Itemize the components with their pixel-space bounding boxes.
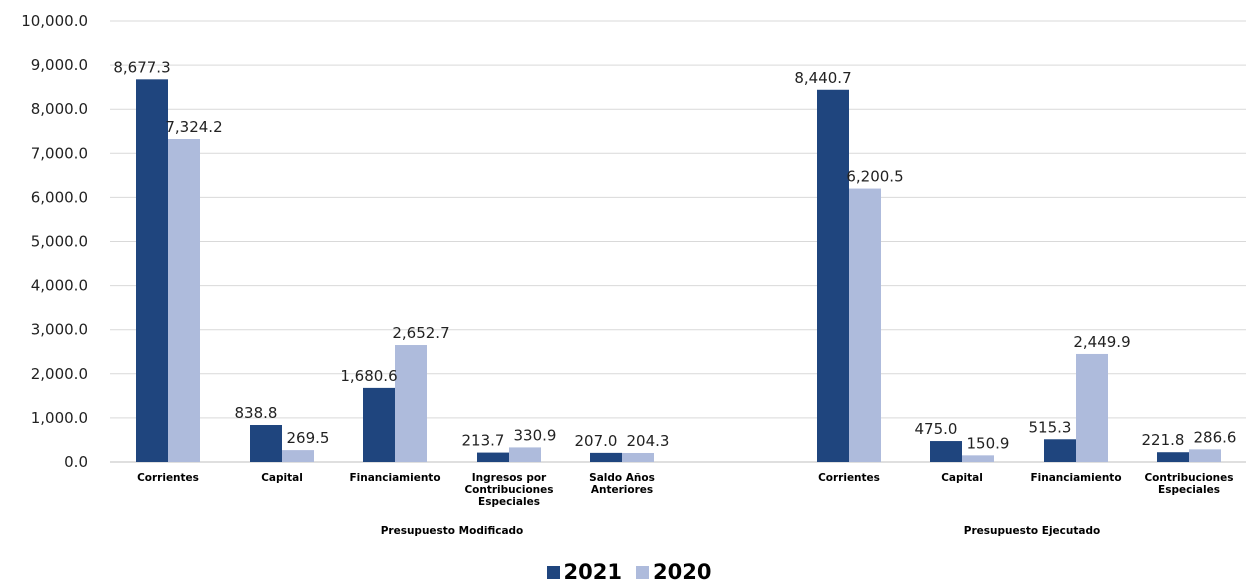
bar-2020 bbox=[395, 345, 427, 462]
y-tick-label: 10,000.0 bbox=[21, 12, 88, 30]
bar-chart: 0.0 1,000.0 2,000.0 3,000.0 4,000.0 5,000.0 6,… bbox=[21, 12, 1246, 537]
data-label-2021: 475.0 bbox=[915, 420, 958, 438]
data-labels: 8,677.3 7,324.2 838.8 269.5 1,680.6 2,652.7 21… bbox=[113, 58, 1236, 452]
data-label-2021: 838.8 bbox=[235, 404, 278, 422]
bar-2020 bbox=[1189, 449, 1221, 462]
y-axis-ticks: 0.0 1,000.0 2,000.0 3,000.0 4,000.0 5,000.0 6,… bbox=[21, 12, 88, 471]
y-tick-label: 1,000.0 bbox=[31, 409, 88, 427]
y-tick-label: 0.0 bbox=[64, 453, 88, 471]
bar-2020 bbox=[962, 455, 994, 462]
data-label-2021: 8,440.7 bbox=[794, 69, 851, 87]
y-tick-label: 9,000.0 bbox=[31, 56, 88, 74]
bar-2020 bbox=[282, 450, 314, 462]
data-label-2020: 2,652.7 bbox=[392, 324, 449, 342]
data-label-2020: 6,200.5 bbox=[846, 168, 903, 186]
bars bbox=[136, 79, 1221, 463]
y-tick-label: 6,000.0 bbox=[31, 188, 88, 206]
y-tick-label: 2,000.0 bbox=[31, 365, 88, 383]
bar-2021 bbox=[930, 441, 962, 462]
legend-item-2021: 2021 bbox=[546, 559, 622, 584]
category-label: Contribuciones Especiales bbox=[1144, 472, 1233, 496]
data-label-2020: 330.9 bbox=[514, 426, 557, 444]
data-label-2021: 213.7 bbox=[462, 432, 505, 450]
data-label-2021: 207.0 bbox=[575, 432, 618, 450]
legend-label-2021: 2021 bbox=[563, 559, 622, 584]
legend-swatch-2020 bbox=[636, 565, 649, 579]
data-label-2021: 221.8 bbox=[1142, 431, 1185, 449]
y-tick-label: 5,000.0 bbox=[31, 233, 88, 251]
data-label-2020: 204.3 bbox=[627, 432, 670, 450]
category-label: Saldo Años Anteriores bbox=[589, 472, 655, 496]
y-tick-label: 3,000.0 bbox=[31, 321, 88, 339]
y-tick-label: 4,000.0 bbox=[31, 277, 88, 295]
category-labels: Corrientes Capital Financiamiento Ingresos … bbox=[137, 472, 1233, 508]
bar-2020 bbox=[622, 452, 654, 462]
bar-2021 bbox=[363, 387, 395, 462]
gridlines bbox=[110, 20, 1246, 463]
bar-2021 bbox=[1044, 439, 1076, 462]
category-label: Financiamiento bbox=[1030, 472, 1121, 484]
category-label: Capital bbox=[941, 472, 983, 484]
group-label: Presupuesto Ejecutado bbox=[964, 525, 1100, 537]
bar-2021 bbox=[136, 79, 168, 463]
bar-2021 bbox=[477, 452, 509, 462]
legend-item-2020: 2020 bbox=[636, 559, 712, 584]
data-label-2020: 269.5 bbox=[287, 429, 330, 447]
data-label-2021: 515.3 bbox=[1029, 418, 1072, 436]
category-label: Corrientes bbox=[137, 472, 199, 484]
bar-2020 bbox=[849, 188, 881, 462]
bar-2021 bbox=[1157, 452, 1189, 462]
bar-2020 bbox=[168, 139, 200, 462]
category-label: Ingresos por Contribuciones Especiales bbox=[464, 472, 553, 508]
legend: 2021 2020 bbox=[0, 558, 1258, 586]
data-label-2020: 150.9 bbox=[967, 434, 1010, 452]
data-label-2020: 2,449.9 bbox=[1073, 333, 1130, 351]
data-label-2020: 286.6 bbox=[1194, 428, 1237, 446]
bar-2020 bbox=[1076, 353, 1108, 462]
data-label-2020: 7,324.2 bbox=[165, 118, 222, 136]
bar-2021 bbox=[590, 452, 622, 462]
group-label: Presupuesto Modificado bbox=[381, 525, 524, 537]
bar-2021 bbox=[817, 89, 849, 462]
group-labels: Presupuesto Modificado Presupuesto Ejecut… bbox=[381, 525, 1100, 537]
category-label: Capital bbox=[261, 472, 303, 484]
data-label-2021: 1,680.6 bbox=[340, 367, 397, 385]
y-tick-label: 7,000.0 bbox=[31, 144, 88, 162]
category-label: Corrientes bbox=[818, 472, 880, 484]
legend-label-2020: 2020 bbox=[653, 559, 712, 584]
legend-swatch-2021 bbox=[546, 565, 560, 579]
bar-2020 bbox=[509, 447, 541, 462]
data-label-2021: 8,677.3 bbox=[113, 58, 170, 76]
category-label: Financiamiento bbox=[349, 472, 440, 484]
bar-2021 bbox=[250, 425, 282, 462]
y-tick-label: 8,000.0 bbox=[31, 100, 88, 118]
